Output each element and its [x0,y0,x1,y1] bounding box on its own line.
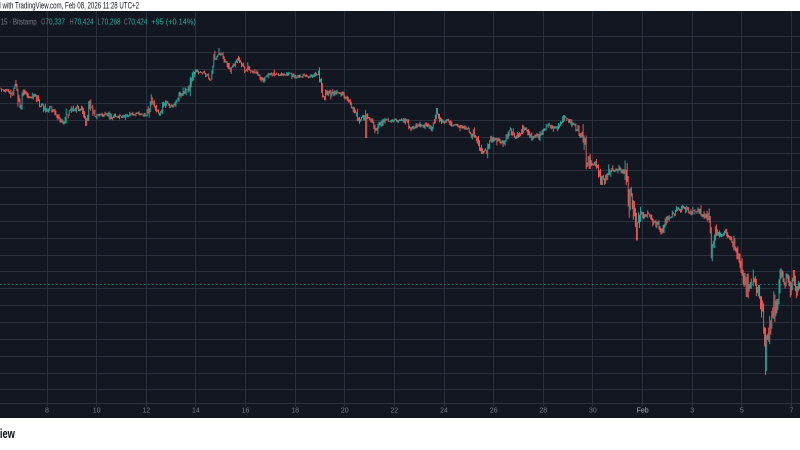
svg-text:30: 30 [589,408,597,415]
svg-text:26: 26 [490,408,498,415]
svg-text:14: 14 [192,408,200,415]
svg-text:+95 (+0.14%): +95 (+0.14%) [151,16,196,26]
svg-text:10: 10 [93,408,101,415]
svg-text:70,424: 70,424 [74,16,94,26]
svg-text:L: L [98,16,101,26]
svg-text:7: 7 [790,408,794,415]
svg-text:Feb: Feb [637,408,649,415]
svg-text:H: H [70,16,74,26]
svg-text:70,337: 70,337 [45,16,65,26]
svg-text:15 · Bitstamp: 15 · Bitstamp [1,16,37,26]
svg-text:18: 18 [291,408,299,415]
svg-text:16: 16 [242,408,250,415]
svg-text:3: 3 [690,408,694,415]
svg-text:5: 5 [740,408,744,415]
svg-text:al with TradingView.com, Feb 0: al with TradingView.com, Feb 08, 2026 11… [0,0,139,10]
svg-text:8: 8 [45,408,49,415]
svg-text:O: O [41,16,45,26]
svg-text:28: 28 [539,408,547,415]
svg-text:C: C [124,16,128,26]
svg-text:70,424: 70,424 [128,16,148,26]
svg-text:20: 20 [341,408,349,415]
svg-text:70,268: 70,268 [101,16,121,26]
svg-text:22: 22 [391,408,399,415]
svg-text:12: 12 [142,408,150,415]
svg-text:24: 24 [440,408,448,415]
